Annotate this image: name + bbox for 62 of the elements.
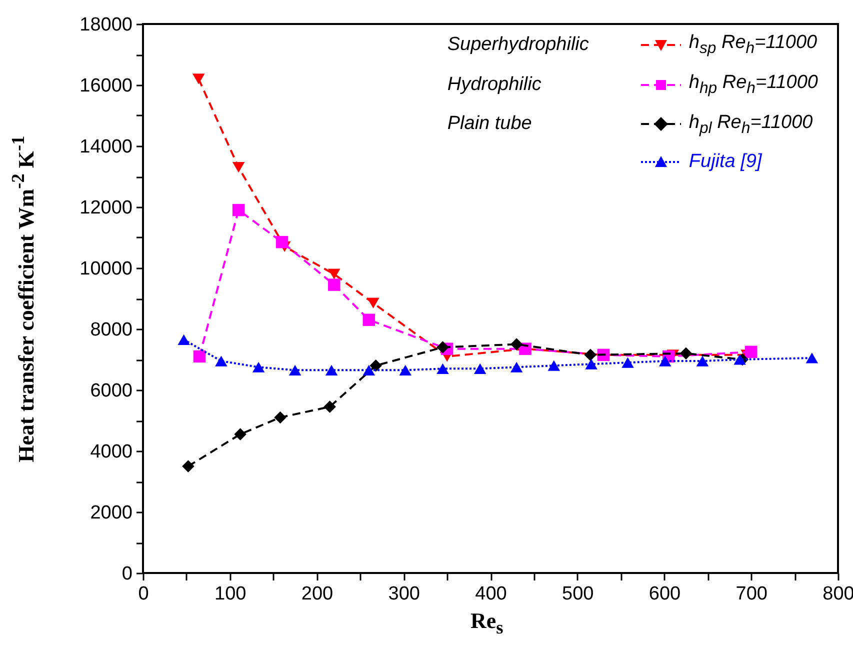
point (734, 354, 746, 365)
point (680, 347, 692, 360)
point (510, 362, 523, 372)
point (252, 362, 265, 372)
x-tick-label: 0 (138, 584, 149, 604)
point (436, 341, 449, 354)
y-tick-label: 0 (122, 564, 132, 584)
point (328, 278, 340, 291)
y-tick-label: 6000 (90, 380, 132, 402)
x-tick-label: 700 (736, 584, 768, 604)
y-tick-label: 12000 (80, 198, 132, 218)
y-tick-label: 2000 (90, 502, 132, 524)
y-tick-label: 10000 (80, 258, 132, 280)
point (288, 364, 302, 376)
point (325, 364, 338, 376)
point (585, 358, 598, 370)
point (510, 338, 523, 350)
point (274, 411, 286, 424)
point (696, 356, 709, 366)
annotation: Superhydrophilic (447, 34, 589, 56)
x-tick-label: 100 (214, 584, 246, 604)
point (370, 359, 382, 372)
point (436, 363, 449, 374)
y-tick-label: 16000 (80, 76, 132, 96)
point (362, 364, 375, 376)
point (215, 356, 228, 366)
point (324, 400, 336, 413)
point (193, 350, 206, 363)
legend-label: h$_{pl}$ Re$_{h}$=11000 (688, 112, 813, 138)
legend-label: h$_{sp}$ Re$_{h}$=11000 (688, 32, 818, 58)
annotation: Plain tube (447, 113, 533, 136)
point (276, 236, 288, 248)
y-tick-label: 8000 (90, 320, 132, 340)
x-tick-label: 500 (562, 584, 594, 604)
point (745, 346, 758, 358)
point (548, 360, 560, 371)
point (232, 204, 245, 216)
point (806, 352, 818, 364)
point (362, 314, 375, 326)
point (182, 460, 194, 472)
point (474, 363, 486, 374)
legend-label: h$_{hp}$ Re$_{h}$=11000 (688, 72, 818, 98)
point (234, 428, 246, 440)
point (192, 74, 205, 84)
point (232, 162, 245, 173)
y-tick-label: 14000 (80, 136, 132, 158)
x-tick-label: 200 (301, 584, 334, 604)
x-tick-label: 600 (648, 584, 681, 604)
point (584, 348, 597, 362)
point (367, 298, 380, 308)
y-tick-label: 18000 (80, 14, 132, 36)
y-tick-label: 4000 (90, 442, 132, 462)
point (399, 364, 412, 376)
legend-label: Fujita [9] (688, 151, 762, 174)
point (328, 268, 340, 280)
point (178, 334, 190, 345)
annotation: Hydrophilic (447, 74, 542, 96)
point (622, 357, 634, 368)
x-tick-label: 300 (388, 584, 420, 604)
x-tick-label: 400 (475, 584, 507, 604)
x-axis-title: Re$_{s}$ (470, 608, 504, 638)
point (658, 356, 672, 366)
